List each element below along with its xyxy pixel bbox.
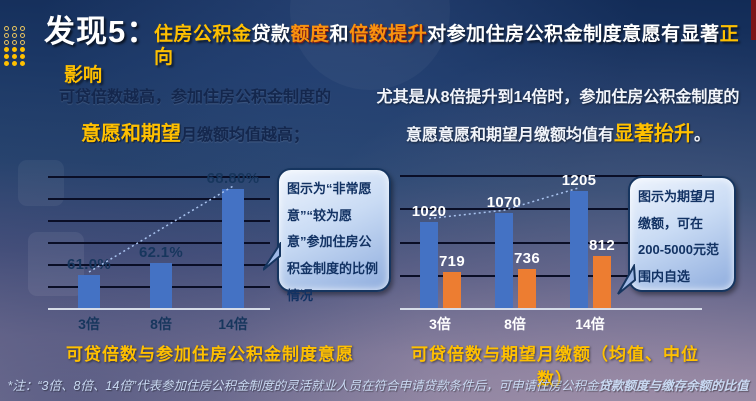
left-note-highlight: 意愿和期望: [80, 123, 181, 145]
bar-value-label: 812: [589, 237, 615, 255]
left-chart-caption: 可贷倍数与参加住房公积金制度意愿: [66, 345, 354, 364]
category-label: 3倍: [429, 316, 451, 332]
left-callout-bubble: 图示为“非常愿意”“较为愿意”参加住房公积金制度的比例情况: [263, 168, 391, 303]
bar-value-label: 1070: [486, 194, 522, 212]
bar-value-label: 61.0%: [66, 256, 112, 273]
right-chart-caption: 可贷倍数与期望月缴额（均值、中位数）: [411, 345, 699, 389]
right-callout-tail: [617, 264, 636, 295]
bar: [150, 262, 172, 308]
title-segment: 正向: [154, 24, 740, 68]
right-callout-text: 图示为期望月缴额，可在200-5000元范围内自选: [638, 189, 719, 284]
category-label: 3倍: [78, 316, 100, 332]
bar: [495, 213, 513, 308]
bar: [443, 271, 461, 308]
title-wrap-word: 影响: [64, 65, 103, 86]
bar-value-label: 68.80%: [206, 170, 260, 188]
title-segment: 额度: [290, 24, 330, 45]
left-note: 可贷倍数越高，参加住房公积金制度的 意愿和期望月缴额均值越高；: [28, 88, 362, 147]
bar: [420, 221, 438, 308]
slide-title: 住房公积金贷款额度和倍数提升对参加住房公积金制度意愿有显著正向: [154, 24, 754, 70]
bar-value-label: 1205: [561, 171, 597, 189]
gridline: [400, 274, 702, 277]
axis-baseline: [400, 308, 702, 310]
bar: [222, 189, 244, 308]
bar: [78, 275, 100, 308]
title-segment: 住房公积金: [154, 24, 252, 45]
left-note-rest: 月缴额均值越高；: [180, 127, 309, 144]
bar: [518, 268, 536, 308]
footnote: *注：“3倍、8倍、14倍”代表参加住房公积金制度的灵活就业人员在符合申请贷款条…: [0, 375, 756, 394]
right-note-line2: 意愿意愿和期望月缴额均值有显著抬升。: [366, 122, 750, 147]
category-label: 8倍: [504, 316, 526, 332]
gridline: [400, 241, 702, 244]
right-note-post: 。: [694, 127, 711, 144]
finding-number: 发现5：: [44, 14, 159, 49]
left-note-line1: 可贷倍数越高，参加住房公积金制度的: [58, 89, 331, 106]
left-callout-tail: [263, 242, 281, 271]
category-label: 14倍: [575, 316, 605, 332]
chart-expected-monthly-payment: 1020 1070 1205 719 736 812 3倍 8倍 14倍: [400, 170, 702, 332]
bar: [570, 190, 588, 308]
bar-value-label: 719: [439, 252, 465, 270]
gridline: [48, 176, 270, 178]
footnote-regular: *注：“3倍、8倍、14倍”代表参加住房公积金制度的灵活就业人员在符合申请贷款条…: [7, 379, 599, 393]
category-label: 8倍: [150, 316, 172, 332]
dot-grid-icon: [4, 26, 25, 66]
left-callout-text: 图示为“非常愿意”“较为愿意”参加住房公积金制度的比例情况: [287, 181, 379, 303]
gridline: [400, 175, 702, 177]
right-note-pre: 意愿意愿和期望月缴额均值有: [405, 127, 614, 144]
right-note: 尤其是从8倍提升到14倍时，参加住房公积金制度的 意愿意愿和期望月缴额均值有显著…: [366, 88, 750, 147]
red-edge-strip: [751, 0, 756, 40]
right-note-highlight: 显著抬升: [614, 123, 694, 145]
title-segment: 对参加住房公积金制度意愿有显著: [427, 24, 720, 45]
title-segment: 倍数提升: [349, 24, 428, 45]
axis-baseline: [48, 308, 270, 310]
category-label: 14倍: [218, 316, 248, 332]
right-callout-bubble: 图示为期望月缴额，可在200-5000元范围内自选: [617, 176, 736, 295]
bar-value-label: 1020: [411, 202, 447, 220]
bar-value-label: 736: [514, 249, 540, 267]
title-segment: 贷款: [251, 24, 291, 45]
bar: [593, 256, 611, 308]
right-note-line1: 尤其是从8倍提升到14倍时，参加住房公积金制度的: [376, 89, 740, 106]
bar-value-label: 62.1%: [138, 243, 184, 261]
chart-willingness-by-loan-multiple: 61.0% 62.1% 68.80% 3倍 8倍 14倍: [48, 170, 272, 332]
title-segment: 和: [329, 24, 350, 45]
footnote-bold: 贷款额度与缴存余额的比值: [598, 379, 749, 393]
left-note-line2: 意愿和期望月缴额均值越高；: [28, 122, 362, 147]
